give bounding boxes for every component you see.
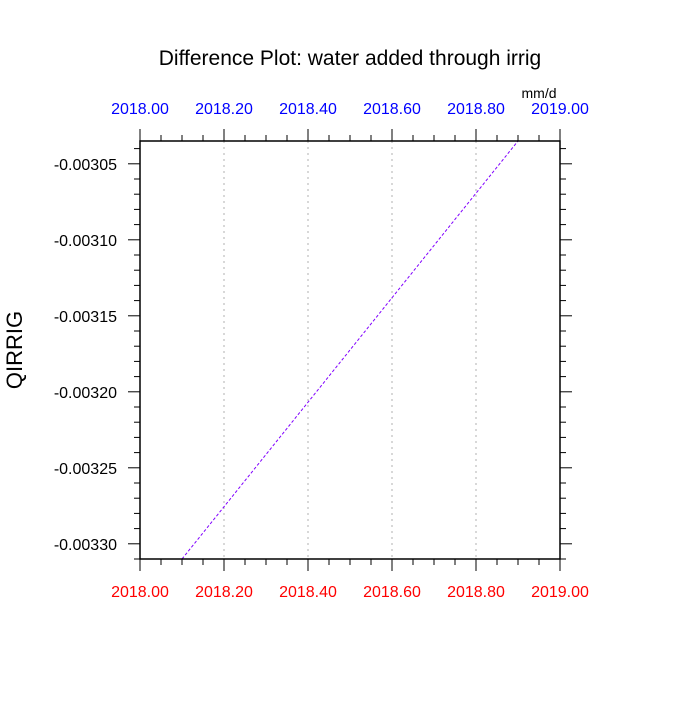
x-tick-label-bottom: 2018.60 xyxy=(363,584,421,601)
x-tick-label-top: 2019.00 xyxy=(531,101,589,118)
x-tick-label-top: 2018.00 xyxy=(111,101,169,118)
y-tick-label: -0.00305 xyxy=(54,157,117,174)
y-tick-label: -0.00315 xyxy=(54,309,117,326)
plot-frame xyxy=(139,140,561,560)
y-tick-label: -0.00330 xyxy=(54,537,117,554)
chart-title: Difference Plot: water added through irr… xyxy=(159,47,542,70)
x-tick-label-bottom: 2019.00 xyxy=(531,584,589,601)
x-tick-label-bottom: 2018.20 xyxy=(195,584,253,601)
x-tick-label-bottom: 2018.00 xyxy=(111,584,169,601)
x-tick-label-top: 2018.80 xyxy=(447,101,505,118)
series-line-0 xyxy=(181,140,519,560)
series-layer xyxy=(181,140,519,560)
x-tick-label-bottom: 2018.80 xyxy=(447,584,505,601)
x-tick-label-top: 2018.20 xyxy=(195,101,253,118)
y-tick-label: -0.00325 xyxy=(54,461,117,478)
x-tick-label-top: 2018.40 xyxy=(279,101,337,118)
y-tick-label: -0.00320 xyxy=(54,385,117,402)
x-tick-label-top: 2018.60 xyxy=(363,101,421,118)
axes-layer xyxy=(139,140,561,560)
y-axis-label: QIRRIG xyxy=(2,311,27,389)
tick-labels-layer: 2018.00 2018.00 2018.20 2018.20 2018.40 2018.… xyxy=(54,101,589,601)
x-tick-label-bottom: 2018.40 xyxy=(279,584,337,601)
grid-layer xyxy=(223,141,477,559)
y-tick-label: -0.00310 xyxy=(54,233,117,250)
ticks-layer xyxy=(128,129,572,571)
units-label: mm/d xyxy=(522,85,557,101)
